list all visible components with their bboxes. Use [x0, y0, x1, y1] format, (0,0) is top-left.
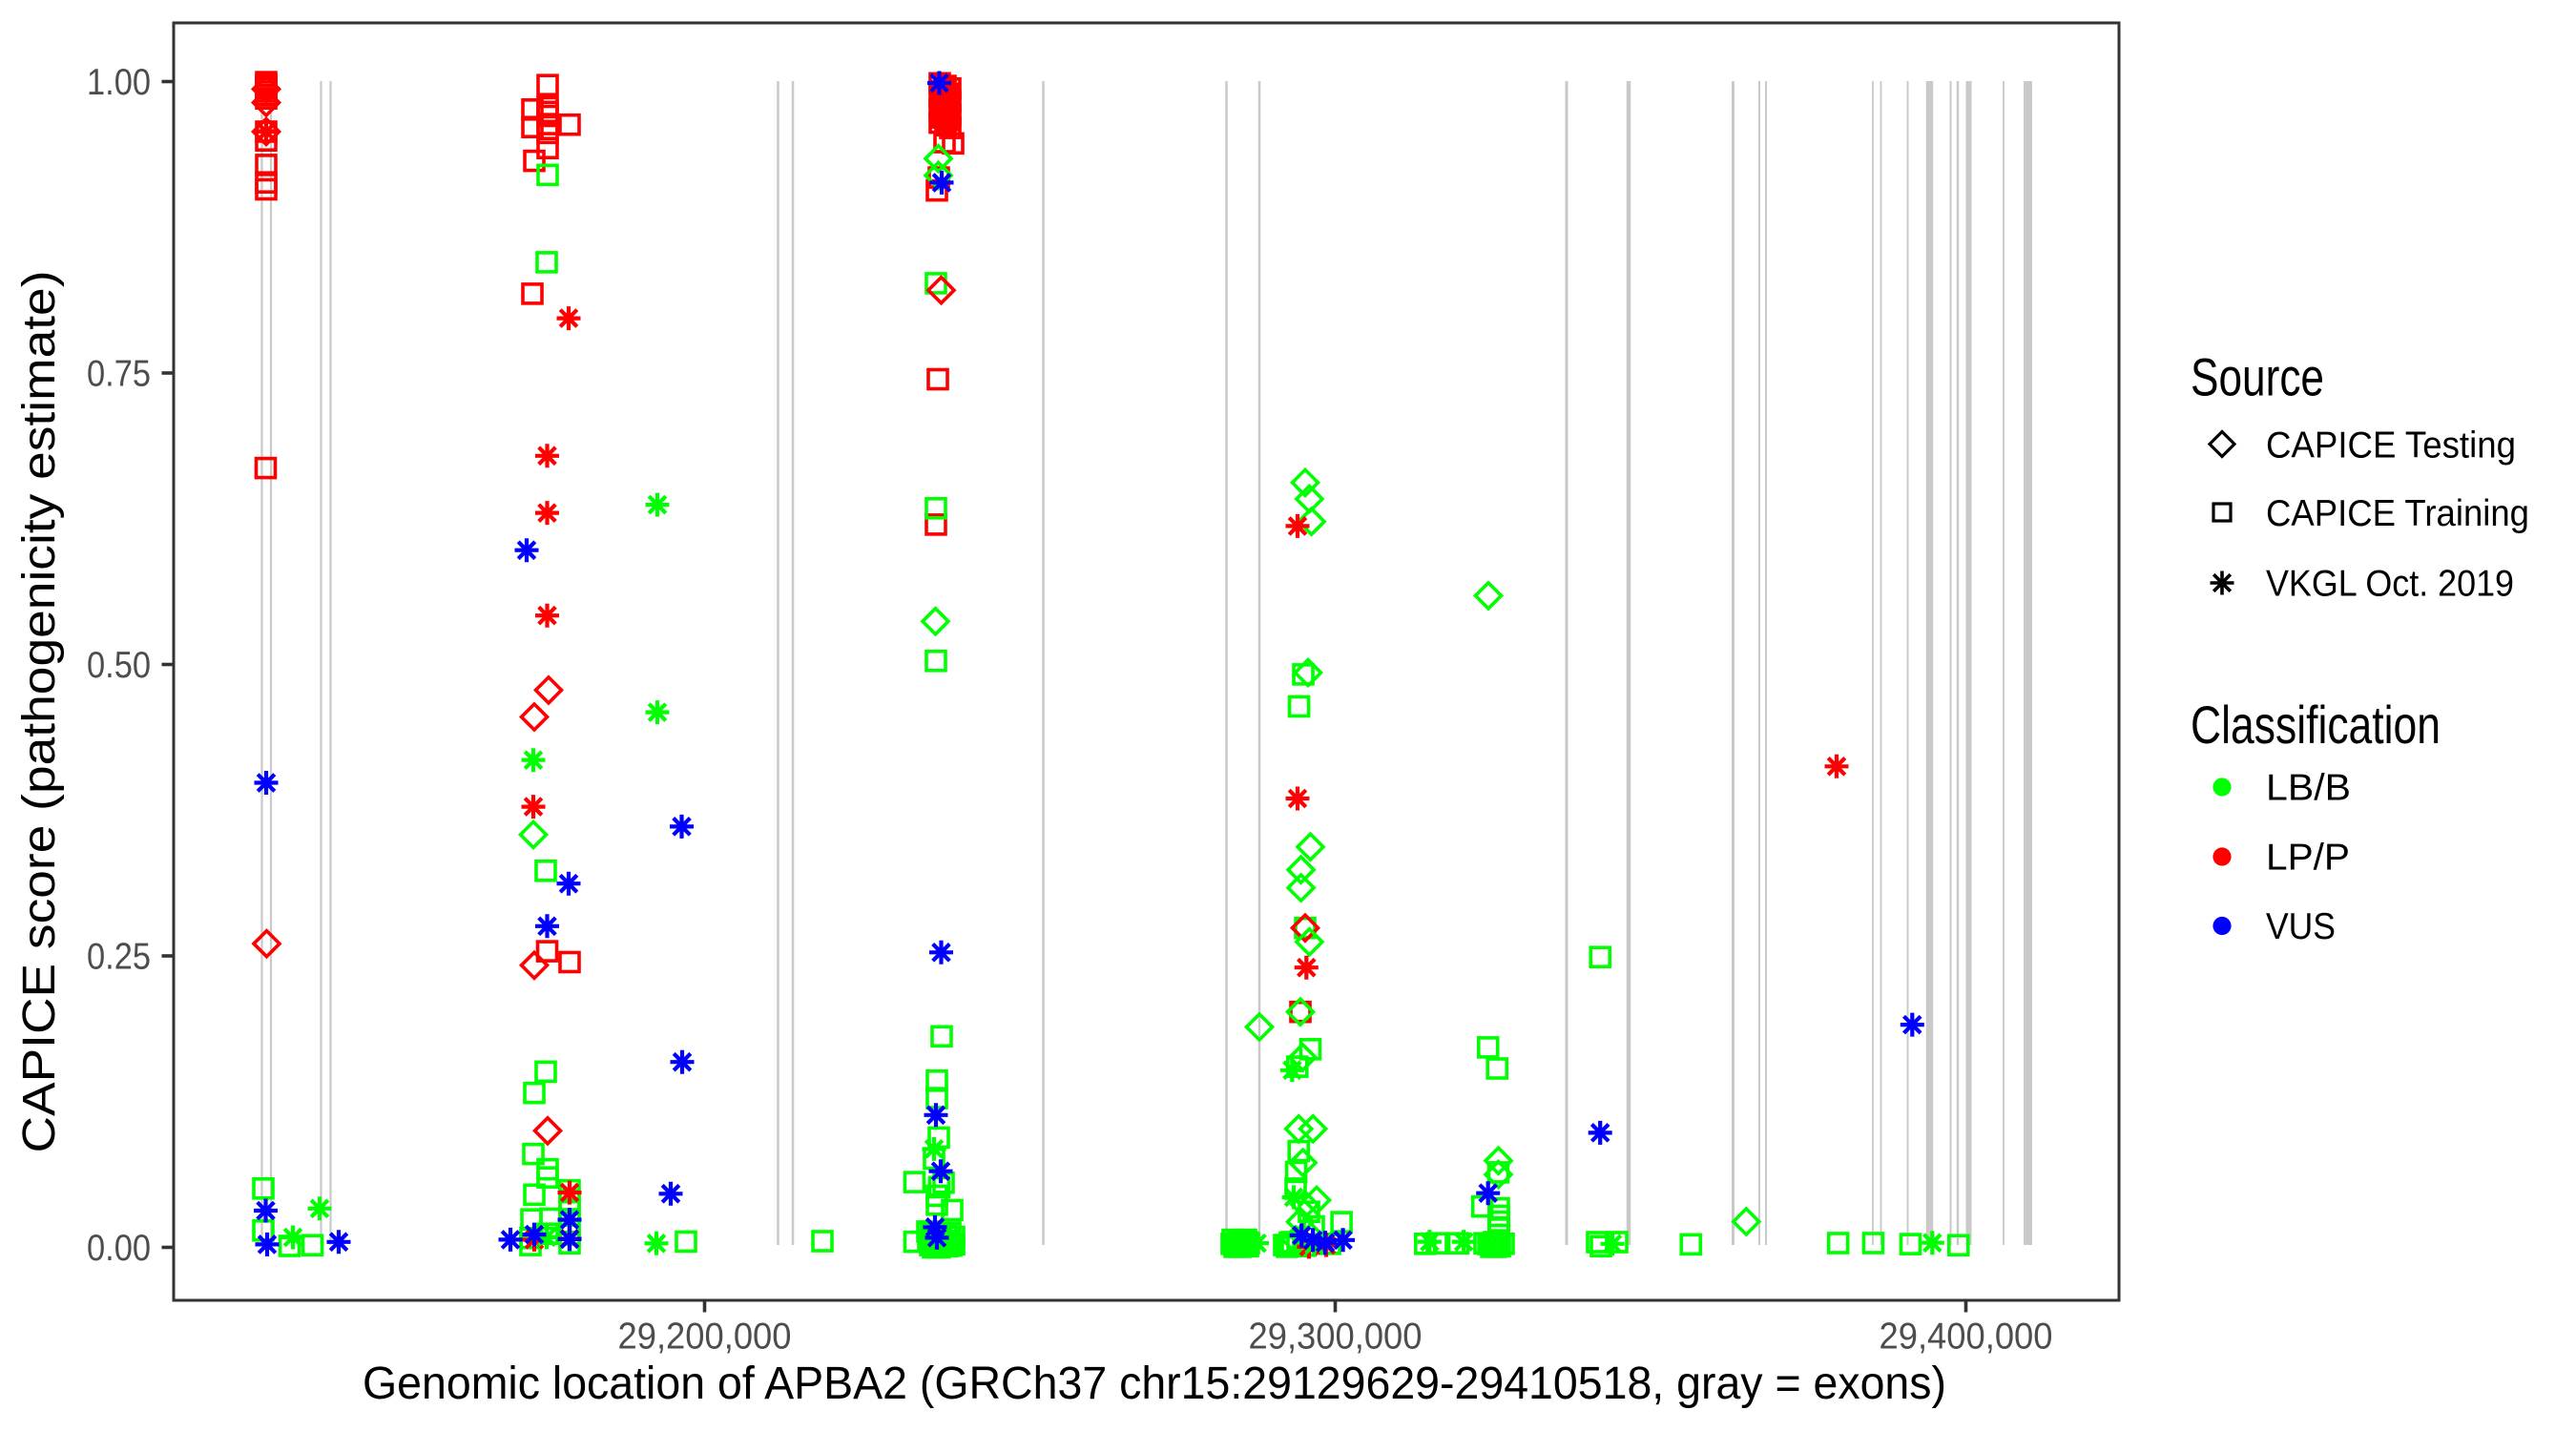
svg-text:29,400,000: 29,400,000 — [1880, 1317, 2053, 1358]
svg-text:CAPICE score (pathogenicity es: CAPICE score (pathogenicity estimate) — [14, 271, 65, 1153]
svg-text:LP/P: LP/P — [2266, 838, 2350, 879]
svg-text:LB/B: LB/B — [2266, 768, 2351, 809]
svg-text:0.00: 0.00 — [87, 1228, 151, 1269]
svg-text:Classification: Classification — [2191, 695, 2441, 755]
svg-text:VUS: VUS — [2266, 906, 2336, 947]
svg-text:VKGL Oct. 2019: VKGL Oct. 2019 — [2266, 564, 2514, 605]
svg-text:CAPICE Training: CAPICE Training — [2266, 493, 2529, 534]
svg-text:1.00: 1.00 — [87, 62, 151, 103]
svg-text:0.75: 0.75 — [87, 354, 151, 395]
svg-text:Genomic location of APBA2 (GRC: Genomic location of APBA2 (GRCh37 chr15:… — [363, 1358, 1946, 1409]
svg-text:29,200,000: 29,200,000 — [618, 1317, 792, 1358]
svg-text:CAPICE Testing: CAPICE Testing — [2266, 425, 2516, 467]
svg-text:0.50: 0.50 — [87, 645, 151, 686]
svg-text:0.25: 0.25 — [87, 937, 151, 978]
svg-text:29,300,000: 29,300,000 — [1249, 1317, 1423, 1358]
svg-text:Source: Source — [2191, 347, 2324, 407]
